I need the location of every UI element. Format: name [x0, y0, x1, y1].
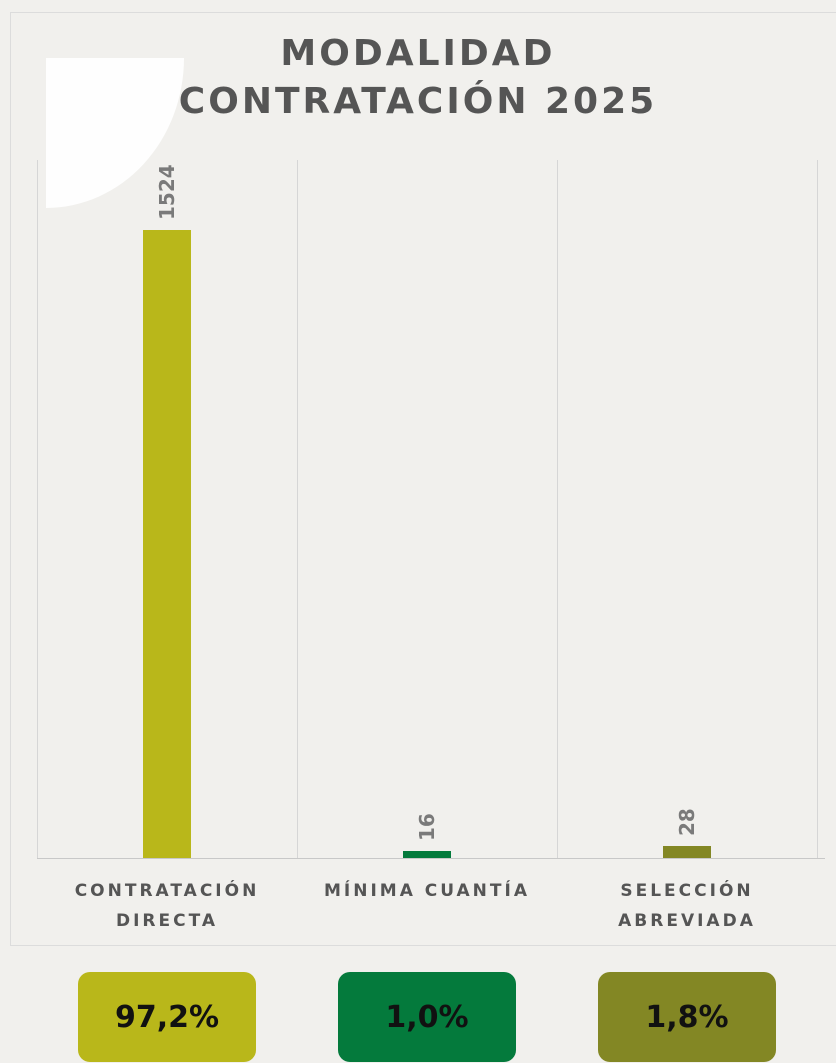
divider — [817, 160, 818, 858]
bar — [663, 846, 711, 858]
share-box: 97,2% — [78, 972, 256, 1062]
bar — [403, 851, 451, 858]
baseline — [37, 858, 825, 859]
value-label: 1524 — [155, 164, 179, 220]
x-tick-label: SELECCIÓN ABREVIADA — [618, 881, 756, 931]
divider — [297, 160, 298, 858]
value-label: 16 — [415, 813, 439, 842]
share-label: 1,0% — [385, 999, 469, 1035]
share-label: 1,8% — [645, 999, 729, 1035]
chart-title: CONTRATACIÓN 2025 — [178, 81, 658, 122]
share-box: 1,0% — [338, 972, 516, 1062]
x-tick-label: CONTRATACIÓN DIRECTA — [74, 881, 260, 931]
frame — [10, 12, 836, 946]
chart-title: MODALIDAD — [280, 33, 556, 74]
value-label: 28 — [675, 808, 699, 837]
share-box: 1,8% — [598, 972, 776, 1062]
divider — [37, 160, 38, 858]
x-tick-label: MÍNIMA CUANTÍA — [323, 881, 530, 901]
divider — [557, 160, 558, 858]
share-label: 97,2% — [114, 999, 220, 1035]
bar — [143, 230, 191, 858]
